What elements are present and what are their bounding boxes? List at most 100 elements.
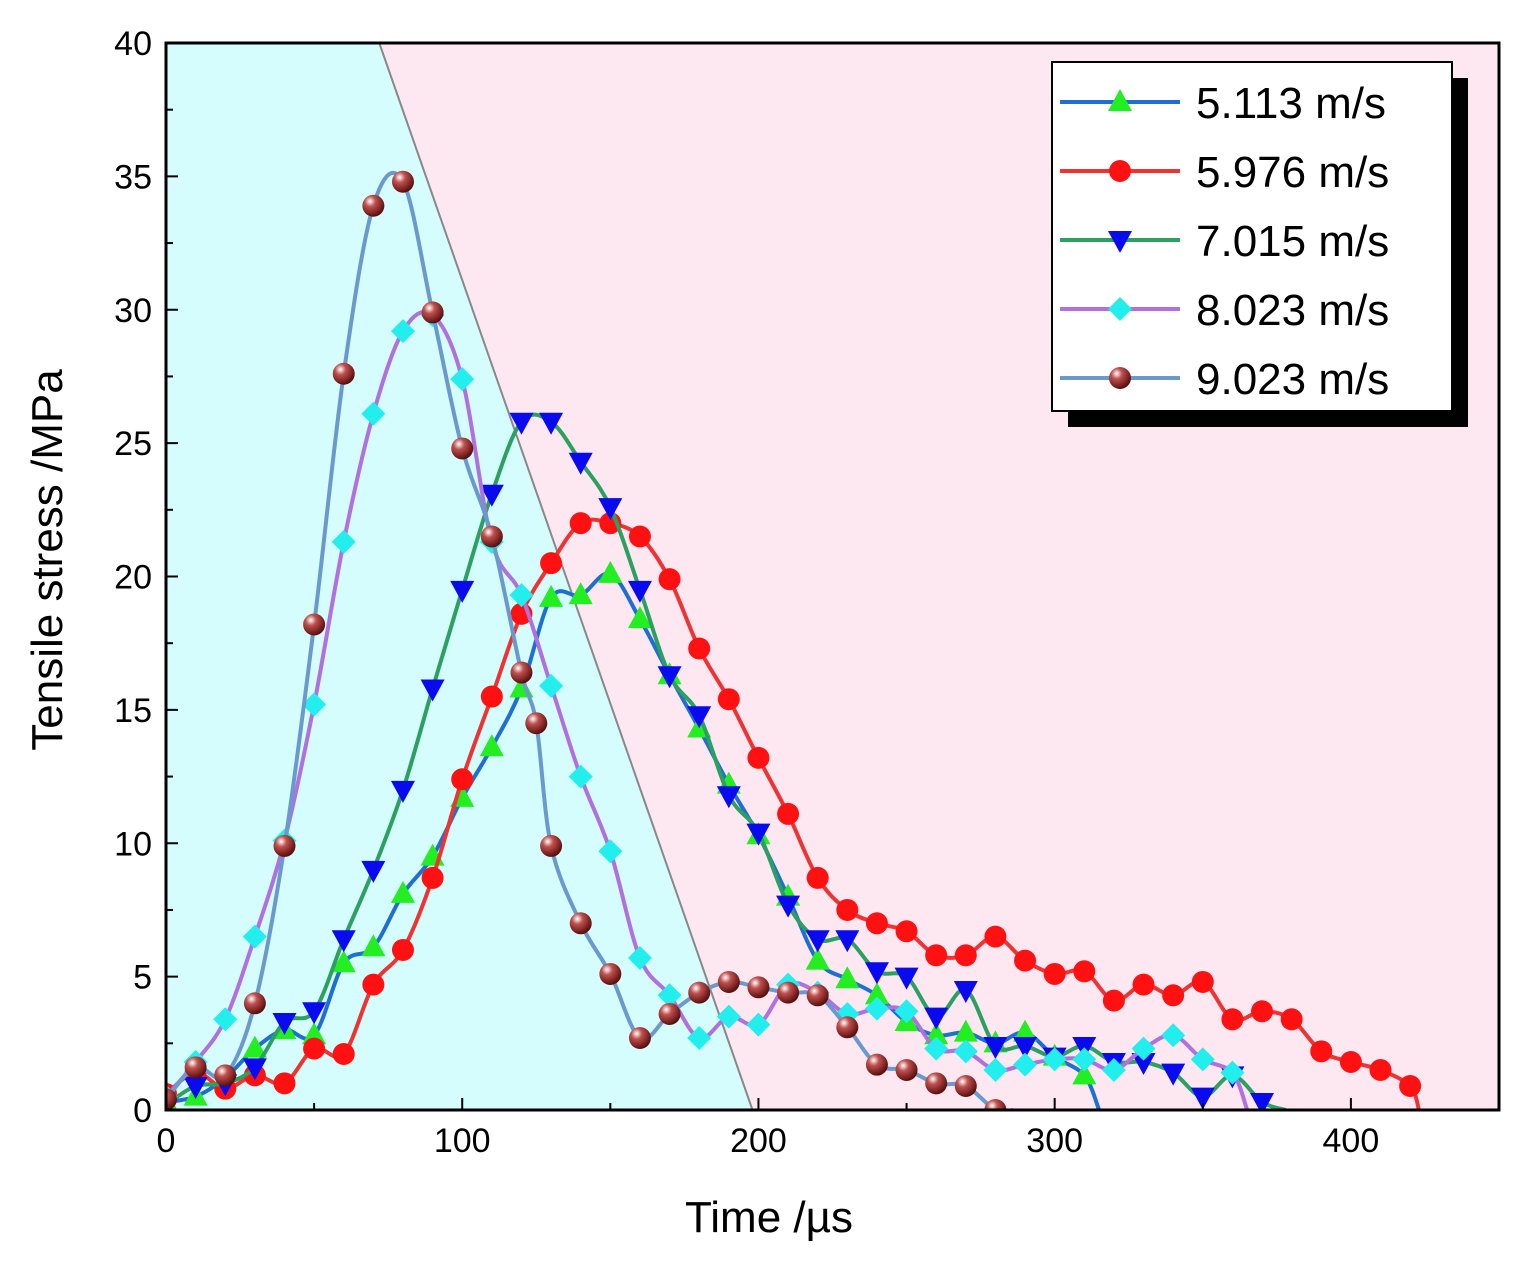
legend-label: 5.976 m/s [1196,148,1389,197]
y-tick-label: 40 [114,25,152,63]
data-point [835,966,860,989]
y-tick-label: 30 [114,292,152,330]
y-tick-label: 25 [114,425,152,463]
data-point [1101,1057,1126,1082]
data-point [1191,970,1214,993]
legend-label: 5.113 m/s [1196,79,1386,128]
data-point [658,568,681,591]
data-point [805,930,830,953]
data-point [569,912,592,935]
series-9-023-m-s [166,170,1014,1110]
data-point [303,613,326,636]
y-tick-label: 20 [114,559,152,597]
data-point [984,925,1007,948]
y-tick-label: 0 [133,1092,152,1130]
data-point [1190,1087,1215,1110]
x-tick-label: 300 [1026,1122,1083,1160]
data-point [480,525,503,548]
data-point [361,401,386,426]
data-point [273,1072,296,1095]
data-point [391,170,414,193]
data-point [1190,1047,1215,1072]
data-point [242,924,267,949]
data-point [390,880,415,903]
data-point [272,1012,297,1035]
data-point [539,673,564,698]
data-point [746,1012,771,1037]
data-point [717,688,740,711]
data-point [777,802,800,825]
data-point [540,552,563,575]
data-point [805,947,830,970]
data-point [924,1007,949,1030]
data-point [420,679,445,702]
data-point [835,930,860,953]
data-point [540,834,563,857]
series-layer [166,170,1422,1110]
data-point [302,692,327,717]
data-point [568,582,593,605]
data-point [777,981,800,1004]
data-point [598,498,623,521]
data-point [658,1002,681,1025]
data-point [1013,1036,1038,1059]
data-point [687,706,712,729]
data-point [954,1074,977,1097]
data-point [450,580,475,603]
y-tick-label: 35 [114,158,152,196]
legend-marker [1108,297,1132,321]
data-point [953,1019,978,1042]
data-point [746,823,771,846]
data-point [1369,1058,1392,1081]
data-point [332,362,355,385]
data-point [1073,960,1096,983]
data-point [214,1064,237,1087]
data-point [243,992,266,1015]
data-point [716,1004,741,1029]
x-axis-title: Time /µs [685,1193,853,1242]
data-point [332,1042,355,1065]
y-tick-label: 10 [114,825,152,863]
legend-label: 7.015 m/s [1196,217,1389,266]
data-point [1399,1074,1422,1097]
data-point [1162,984,1185,1007]
x-tick-label: 0 [157,1122,176,1160]
data-point [836,1016,859,1039]
data-point [864,982,889,1005]
data-point [925,944,948,967]
data-point [865,912,888,935]
data-point [627,945,652,970]
data-point [688,981,711,1004]
data-point [865,1053,888,1076]
data-point [303,1037,326,1060]
legend-marker [1108,231,1132,253]
data-point [1221,1008,1244,1031]
data-point [450,367,475,392]
data-point [895,920,918,943]
data-point [1014,949,1037,972]
data-point [1220,1060,1245,1085]
legend-marker [1109,160,1131,182]
legend-marker [1109,367,1131,389]
data-point [864,996,889,1021]
data-point [569,512,592,535]
data-point [895,1058,918,1081]
data-point [509,583,534,608]
data-point [568,452,593,475]
data-point [627,580,652,603]
series-8-023-m-s [166,303,1250,1110]
data-point [1339,1050,1362,1073]
data-point [747,976,770,999]
data-point [925,1072,948,1095]
data-point [1251,1000,1274,1023]
data-point [421,866,444,889]
data-point [953,1039,978,1064]
data-point [983,1036,1008,1059]
data-point [421,301,444,324]
data-point [166,1088,177,1110]
data-point [273,834,296,857]
series-line [166,412,1287,1110]
legend-label: 9.023 m/s [1196,355,1389,404]
data-point [479,484,504,507]
